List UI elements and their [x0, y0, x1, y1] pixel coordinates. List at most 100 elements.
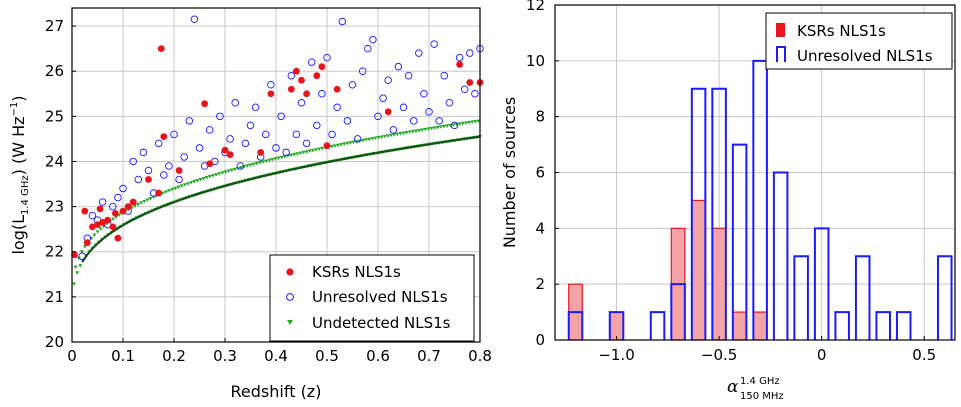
histogram-unresolved-bar: [567, 311, 584, 340]
undetected-marker: [360, 138, 365, 143]
undetected-marker: [460, 121, 465, 126]
unresolved-point: [88, 211, 97, 220]
unresolved-point: [338, 17, 347, 26]
unresolved-point: [277, 112, 285, 121]
scatter-ylabel-sup: −1: [9, 102, 20, 117]
histogram-xlabel-sub: 150 MHz: [740, 391, 784, 402]
undetected-marker: [98, 227, 103, 231]
undetected-marker: [435, 125, 440, 130]
undetected-marker: [260, 160, 265, 164]
histogram-unresolved-bar: [793, 255, 809, 340]
unresolved-point: [333, 103, 341, 112]
legend-undetected-label: Undetected NLS1s: [312, 314, 451, 332]
undetected-marker: [273, 157, 278, 161]
undetected-marker: [432, 126, 437, 130]
unresolved-point: [440, 71, 449, 80]
undetected-marker: [245, 164, 250, 168]
unresolved-point: [175, 175, 183, 184]
scatter-y-tick-label: 21: [45, 288, 64, 306]
unresolved-point: [134, 175, 143, 184]
ksr-point: [221, 146, 229, 154]
undetected-marker: [214, 173, 219, 177]
unresolved-point: [430, 40, 438, 48]
unresolved-point: [394, 62, 403, 71]
undetected-marker: [292, 152, 297, 157]
undetected-marker: [289, 153, 294, 158]
undetected-marker: [314, 148, 319, 152]
undetected-marker: [176, 185, 181, 190]
undetected-marker: [401, 131, 406, 136]
histogram-legend: KSRs NLS1s Unresolved NLS1s: [765, 12, 953, 70]
undetected-marker: [167, 189, 172, 193]
unresolved-point: [282, 148, 290, 157]
undetected-marker: [111, 217, 116, 222]
undetected-marker: [201, 176, 206, 181]
ksr-point: [466, 79, 474, 86]
unresolved-point: [246, 121, 255, 130]
ksr-point: [206, 160, 214, 168]
histogram-unresolved-bar: [936, 255, 953, 340]
unresolved-point: [313, 121, 321, 130]
unresolved-point: [460, 85, 469, 93]
undetected-marker: [195, 179, 200, 183]
unresolved-point: [369, 35, 377, 44]
undetected-marker: [329, 144, 334, 149]
undetected-marker: [420, 128, 425, 132]
scatter-y-tick-label: 22: [45, 243, 64, 261]
unresolved-point: [379, 94, 387, 103]
ksr-point: [313, 72, 321, 80]
undetected-marker: [310, 148, 315, 153]
undetected-marker: [410, 129, 415, 134]
histogram-ksr-bar: [609, 311, 624, 341]
undetected-marker: [248, 163, 253, 168]
histogram-xlabel-sup: 1.4 GHz: [740, 376, 780, 387]
legend-ksr-marker: [286, 268, 294, 276]
histogram-y-tick-label: 4: [535, 219, 545, 237]
undetected-lower-edge: [81, 135, 481, 263]
histogram-unresolved-bar: [711, 87, 727, 340]
scatter-x-tick-label: 0.7: [417, 347, 441, 365]
undetected-marker: [442, 124, 447, 129]
undetected-marker: [270, 158, 275, 162]
undetected-marker: [473, 120, 478, 124]
scatter-ylabel-main: log(L: [9, 215, 28, 255]
unresolved-point: [205, 126, 214, 134]
scatter-x-tick-label: 0.1: [111, 347, 135, 365]
histogram-unresolved-bar: [752, 59, 768, 340]
scatter-x-axis-label: Redshift (z): [231, 382, 322, 401]
unresolved-point: [160, 171, 168, 179]
unresolved-point: [415, 49, 423, 57]
unresolved-point: [190, 15, 199, 24]
ksr-point: [323, 142, 331, 150]
undetected-marker: [145, 198, 150, 202]
histogram-unresolved-bar: [834, 311, 850, 340]
undetected-marker: [317, 147, 322, 152]
histogram-y-tick-label: 10: [526, 52, 545, 70]
undetected-marker: [232, 167, 237, 172]
undetected-marker: [426, 127, 431, 131]
ksr-point: [114, 234, 122, 242]
histogram-ksr-bars: [568, 199, 768, 341]
undetected-marker: [76, 256, 81, 261]
legend-unresolved-marker: [286, 293, 294, 301]
unresolved-point: [98, 198, 107, 206]
undetected-marker: [413, 129, 418, 133]
ksr-point: [83, 239, 91, 247]
undetected-marker: [367, 137, 372, 142]
scatter-ylabel-close: ): [9, 95, 28, 101]
undetected-marker: [164, 190, 169, 194]
scatter-ylabel-unit: ) (W Hz: [9, 116, 28, 175]
undetected-marker: [382, 134, 387, 139]
histogram-legend-box: [765, 12, 953, 70]
ksr-point: [257, 149, 265, 156]
histogram-x-tick-label: −0.5: [701, 346, 737, 364]
undetected-marker: [179, 184, 184, 188]
unresolved-point: [165, 162, 173, 170]
histogram-y-tick-label: 8: [535, 108, 545, 126]
ksr-point: [145, 176, 152, 183]
unresolved-point: [425, 108, 433, 116]
unresolved-point: [420, 90, 428, 98]
undetected-marker: [136, 202, 141, 207]
unresolved-point: [466, 49, 474, 57]
scatter-y-axis-label: log(L1.4 GHz) (W Hz−1): [9, 95, 31, 254]
